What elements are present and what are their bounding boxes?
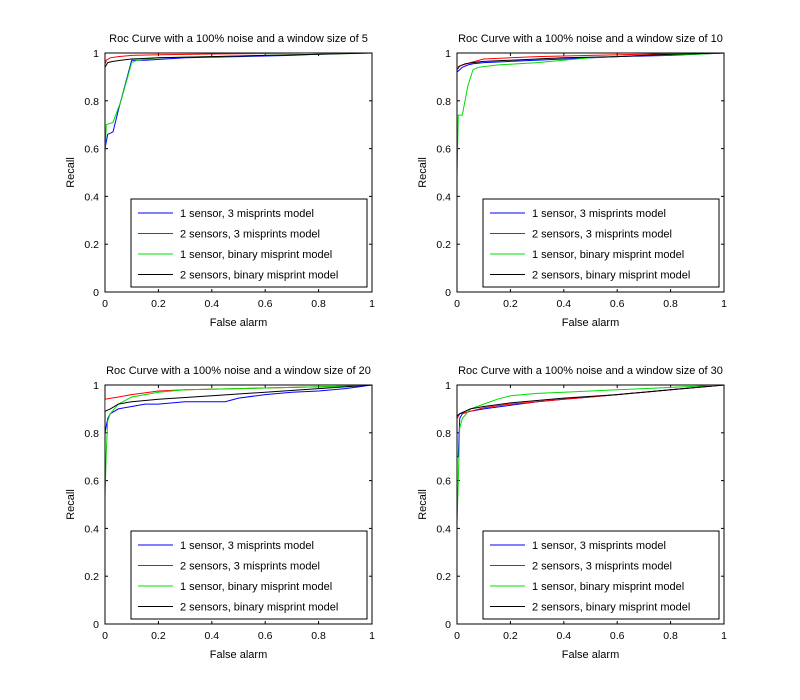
chart-title: Roc Curve with a 100% noise and a window…	[458, 33, 723, 45]
series-group	[457, 385, 724, 624]
x-tick-label: 0.6	[610, 630, 625, 642]
y-axis-label: Recall	[65, 157, 77, 188]
y-tick-label: 0.6	[84, 144, 99, 156]
y-tick-label: 0.4	[84, 191, 99, 203]
legend-box	[482, 530, 720, 620]
legend-entry: 1 sensor, 3 misprints model	[180, 208, 314, 220]
legend-entry: 2 sensors, binary misprint model	[532, 270, 690, 282]
x-tick-label: 0.8	[663, 298, 678, 310]
y-tick-label: 0	[93, 287, 99, 299]
legend-entry: 2 sensors, binary misprint model	[180, 602, 338, 614]
y-tick-label: 1	[93, 48, 99, 60]
series-line-4	[105, 385, 372, 624]
y-tick-label: 0.8	[436, 428, 451, 440]
y-axis-label: Recall	[65, 489, 77, 520]
y-tick-label: 0.8	[84, 96, 99, 108]
series-line-2	[105, 53, 372, 292]
legend-entry: 1 sensor, binary misprint model	[180, 249, 332, 261]
y-tick-label: 0	[445, 287, 451, 299]
x-tick-label: 1	[721, 298, 727, 310]
y-tick-label: 0	[445, 619, 451, 631]
x-tick-label: 0.2	[503, 298, 518, 310]
x-tick-label: 0	[454, 630, 460, 642]
x-axis-label: False alarm	[210, 317, 267, 329]
y-tick-label: 0.6	[436, 144, 451, 156]
series-group	[457, 53, 724, 292]
chart-title: Roc Curve with a 100% noise and a window…	[109, 33, 368, 45]
x-tick-label: 1	[369, 630, 375, 642]
y-tick-label: 0.4	[436, 191, 451, 203]
subplot-window-20: 0 0.2 0.4 0.6 0.8 1 0 0.2 0.4 0.6 0.8 1 Roc Curve wi…	[65, 365, 375, 661]
x-tick-label: 0.4	[204, 630, 219, 642]
y-tick-label: 0.2	[436, 571, 451, 583]
y-tick-label: 0.6	[436, 476, 451, 488]
x-tick-label: 1	[369, 298, 375, 310]
x-tick-label: 0.2	[151, 630, 166, 642]
x-tick-label: 0.6	[258, 630, 273, 642]
series-group	[105, 385, 372, 624]
chart-title: Roc Curve with a 100% noise and a window…	[106, 365, 371, 377]
legend-entry: 1 sensor, binary misprint model	[532, 581, 684, 593]
y-tick-label: 1	[93, 380, 99, 392]
y-tick-label: 0.2	[436, 239, 451, 251]
series-line-3	[105, 385, 372, 624]
x-tick-label: 0	[102, 298, 108, 310]
y-tick-label: 0.6	[84, 476, 99, 488]
x-tick-label: 0.8	[663, 630, 678, 642]
x-tick-label: 0.6	[258, 298, 273, 310]
x-tick-label: 0.4	[556, 630, 571, 642]
x-tick-label: 0.4	[556, 298, 571, 310]
legend-entry: 2 sensors, 3 misprints model	[532, 229, 672, 241]
y-tick-label: 1	[445, 380, 451, 392]
y-tick-label: 0.8	[436, 96, 451, 108]
x-tick-label: 0	[454, 298, 460, 310]
legend-entry: 1 sensor, 3 misprints model	[180, 540, 314, 552]
legend-entry: 1 sensor, binary misprint model	[180, 581, 332, 593]
y-tick-label: 0.4	[436, 523, 451, 535]
subplot-window-5: 0 0.2 0.4 0.6 0.8 1 0 0.2 0.4 0.6 0.8 1 Roc Curve wi…	[65, 33, 375, 329]
x-tick-label: 0.2	[151, 298, 166, 310]
legend-entry: 2 sensors, binary misprint model	[532, 602, 690, 614]
legend-entry: 2 sensors, 3 misprints model	[180, 229, 320, 241]
series-line-4	[457, 53, 724, 292]
x-tick-label: 1	[721, 630, 727, 642]
legend-entry: 1 sensor, 3 misprints model	[532, 540, 666, 552]
legend-entry: 2 sensors, 3 misprints model	[180, 561, 320, 573]
x-tick-label: 0.4	[204, 298, 219, 310]
y-tick-label: 0.4	[84, 523, 99, 535]
legend-entry: 1 sensor, 3 misprints model	[532, 208, 666, 220]
y-tick-label: 0.2	[84, 239, 99, 251]
y-tick-label: 0.2	[84, 571, 99, 583]
x-tick-label: 0.8	[311, 298, 326, 310]
series-line-3	[457, 385, 724, 624]
x-tick-label: 0.8	[311, 630, 326, 642]
legend-box	[482, 198, 720, 288]
series-group	[105, 53, 372, 292]
series-line-4	[105, 53, 372, 292]
y-axis-label: Recall	[417, 489, 429, 520]
legend-entry: 2 sensors, 3 misprints model	[532, 561, 672, 573]
x-tick-label: 0	[102, 630, 108, 642]
chart-title: Roc Curve with a 100% noise and a window…	[458, 365, 723, 377]
x-axis-label: False alarm	[562, 317, 619, 329]
legend-box	[130, 530, 368, 620]
x-tick-label: 0.6	[610, 298, 625, 310]
series-line-4	[457, 385, 724, 624]
y-tick-label: 1	[445, 48, 451, 60]
subplot-window-30: 0 0.2 0.4 0.6 0.8 1 0 0.2 0.4 0.6 0.8 1 Roc Curve wi…	[417, 365, 727, 661]
y-tick-label: 0.8	[84, 428, 99, 440]
legend-entry: 1 sensor, binary misprint model	[532, 249, 684, 261]
x-tick-label: 0.2	[503, 630, 518, 642]
y-axis-label: Recall	[417, 157, 429, 188]
x-axis-label: False alarm	[210, 649, 267, 661]
subplot-window-10: 0 0.2 0.4 0.6 0.8 1 0 0.2 0.4 0.6 0.8 1 Roc Curve wi…	[417, 33, 727, 329]
x-axis-label: False alarm	[562, 649, 619, 661]
legend-box	[130, 198, 368, 288]
y-tick-label: 0	[93, 619, 99, 631]
legend-entry: 2 sensors, binary misprint model	[180, 270, 338, 282]
